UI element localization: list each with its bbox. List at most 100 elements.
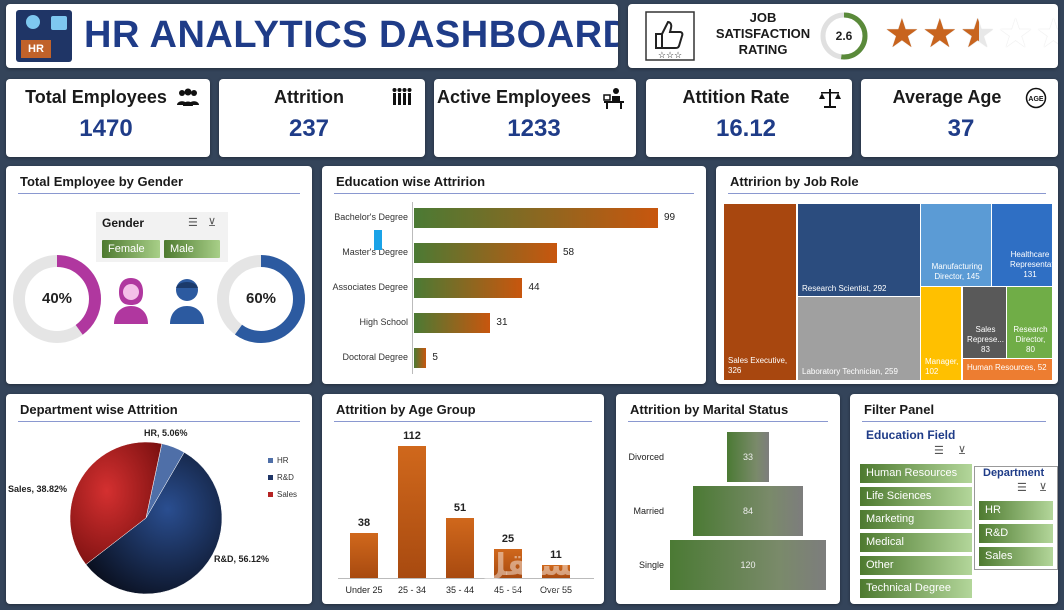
kpi-label: Average Age — [892, 87, 1002, 107]
education-field-option[interactable]: Other — [860, 556, 972, 575]
watermark-url: mostaql.com — [498, 580, 567, 594]
male-donut — [217, 255, 305, 343]
treemap-label: Research Director, 80 — [1013, 325, 1048, 354]
pie-slice — [69, 441, 163, 565]
category-label: Doctoral Degree — [342, 352, 408, 362]
satisfaction-card: ☆☆☆ JOB SATISFACTION RATING 2.6 ★★★★★★ — [628, 4, 1058, 68]
kpi-value: 1470 — [79, 115, 133, 142]
panel-title: Attrition by Marital Status — [630, 402, 789, 417]
bar — [414, 278, 523, 298]
department-option[interactable]: HR — [979, 501, 1053, 520]
education-field-option[interactable]: Medical — [860, 533, 972, 552]
bar — [494, 548, 522, 578]
treemap-tile: Human Resources, 52 — [963, 359, 1052, 380]
treemap-label: Sales Executive, 326 — [728, 356, 788, 375]
thumbs-up-icon: ☆☆☆ — [645, 11, 695, 61]
funnel-bar — [693, 486, 803, 536]
data-label: 31 — [496, 317, 508, 328]
multi-select-icon[interactable]: ☰ — [1017, 482, 1027, 494]
department-slicer: Department ☰ ⊻ HR R&D Sales — [974, 466, 1058, 570]
divider — [728, 193, 1046, 194]
funnel-bar — [670, 540, 826, 590]
category-label: Divorced — [628, 452, 664, 462]
kpi-label: Total Employees — [25, 87, 167, 107]
treemap-tile: Sales Executive, 326 — [724, 204, 796, 380]
category-label: 45 - 54 — [493, 585, 523, 595]
data-label: 51 — [453, 501, 467, 514]
category-label: Bachelor's Degree — [334, 212, 408, 222]
category-label: 35 - 44 — [445, 585, 475, 595]
education-field-option[interactable]: Marketing — [860, 510, 972, 529]
satisfaction-label: JOB SATISFACTION RATING — [715, 10, 811, 57]
bar — [414, 243, 557, 263]
treemap-tile: Sales Represe... 83 — [963, 287, 1006, 358]
category-label: High School — [359, 317, 408, 327]
gender-panel: Total Employee by Gender Gender ☰ ⊻ Fema… — [6, 166, 312, 384]
gender-option-female[interactable]: Female — [102, 240, 160, 258]
bar — [414, 208, 658, 228]
clear-filter-icon[interactable]: ⊻ — [1039, 482, 1048, 494]
education-panel: Education wise Attririon Bachelor's Degr… — [322, 166, 706, 384]
data-label: 58 — [562, 247, 575, 258]
title-card: HR HR ANALYTICS DASHBOARD — [6, 4, 618, 68]
department-option[interactable]: R&D — [979, 524, 1053, 543]
star-rating: ★★★★★★ — [884, 12, 1058, 56]
satisfaction-value: 2.6 — [836, 29, 853, 43]
page-title: HR ANALYTICS DASHBOARD — [84, 14, 618, 56]
category-label: Over 55 — [539, 585, 572, 595]
treemap-tile: Manager, 102 — [921, 287, 961, 380]
age-badge-icon: AGE — [1024, 87, 1048, 109]
category-label: Master's Degree — [342, 247, 408, 257]
department-option[interactable]: Sales — [979, 547, 1053, 566]
multi-select-icon[interactable]: ☰ — [188, 217, 198, 229]
bar — [542, 565, 570, 578]
panel-title: Filter Panel — [864, 402, 935, 417]
category-label: 25 - 34 — [397, 585, 427, 595]
kpi-label: Attrition — [274, 87, 344, 107]
filter-panel: Filter Panel Education Field ☰ ⊻ Human R… — [850, 394, 1058, 604]
multi-select-icon[interactable]: ☰ — [934, 445, 944, 457]
kpi-label: Attition Rate — [682, 87, 790, 107]
education-field-option[interactable]: Technical Degree — [860, 579, 972, 598]
kpi-active-employees: Active Employees 1233 — [434, 79, 636, 157]
kpi-value: 237 — [288, 115, 330, 142]
male-icon — [170, 279, 204, 324]
female-percent: 40% — [41, 290, 73, 307]
pie-legend: HR R&D Sales — [268, 452, 297, 503]
treemap-label: Research Scientist, 292 — [802, 284, 887, 293]
gender-slicer: Gender ☰ ⊻ Female Male — [96, 212, 228, 262]
department-panel: Department wise Attrition HR, 5.06% R&D, … — [6, 394, 312, 604]
kpi-label: Active Employees — [436, 87, 592, 107]
category-label: Associates Degree — [332, 282, 408, 292]
job-role-panel: Attririon by Job Role Sales Executive, 3… — [716, 166, 1058, 384]
divider — [862, 421, 1046, 422]
svg-text:AGE: AGE — [1028, 96, 1044, 103]
legend-item-rnd: R&D — [268, 469, 297, 486]
treemap-label: Human Resources, 52 — [967, 363, 1047, 372]
marital-panel: Attrition by Marital Status 33 Divorced 84… — [616, 394, 840, 604]
panel-title: Attrition by Age Group — [336, 402, 476, 417]
category-label: Under 25 — [345, 585, 383, 595]
male-percent: 60% — [245, 290, 277, 307]
cursor-marker — [374, 230, 382, 250]
bar — [350, 533, 378, 578]
treemap-label: Healthcare Representati... 131 — [1010, 250, 1052, 279]
bar — [414, 348, 427, 368]
hr-logo-icon: HR — [16, 10, 72, 62]
legend-item-hr: HR — [268, 452, 297, 469]
bar — [414, 313, 491, 333]
clear-filter-icon[interactable]: ⊻ — [208, 217, 217, 229]
data-label: 99 — [664, 212, 676, 223]
education-field-option[interactable]: Human Resources — [860, 464, 972, 483]
clear-filter-icon[interactable]: ⊻ — [958, 445, 967, 457]
data-label: 33 — [742, 452, 753, 462]
panel-title: Attririon by Job Role — [730, 174, 859, 189]
treemap-tile: Manufacturing Director, 145 — [921, 204, 991, 286]
education-field-title: Education Field — [866, 428, 956, 442]
pie-label: R&D, 56.12% — [214, 554, 269, 564]
gender-option-male[interactable]: Male — [164, 240, 220, 258]
education-field-option[interactable]: Life Sciences — [860, 487, 972, 506]
axis-line — [338, 578, 594, 579]
kpi-attrition-rate: Attition Rate 16.12 — [646, 79, 852, 157]
people-group-icon — [176, 87, 200, 109]
